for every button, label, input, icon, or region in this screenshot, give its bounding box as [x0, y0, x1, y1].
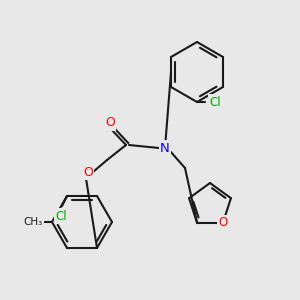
Text: N: N — [160, 142, 170, 154]
Text: O: O — [83, 166, 93, 178]
Text: Cl: Cl — [209, 95, 221, 109]
Text: Cl: Cl — [55, 209, 67, 223]
Text: O: O — [105, 116, 115, 130]
Text: CH₃: CH₃ — [23, 217, 43, 227]
Text: O: O — [218, 216, 228, 229]
